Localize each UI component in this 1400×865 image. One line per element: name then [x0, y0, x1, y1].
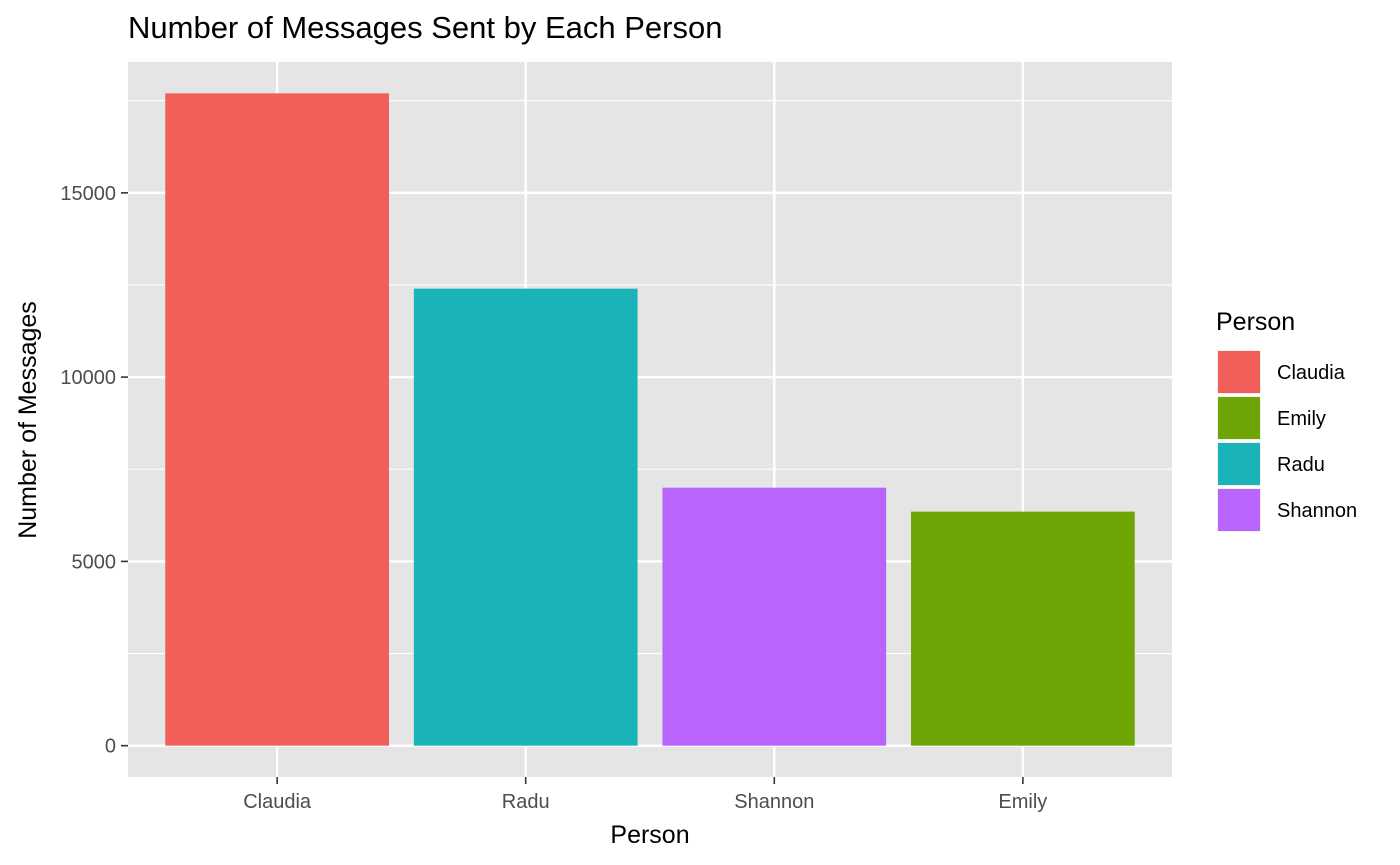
legend-item-radu: Radu [1217, 442, 1325, 486]
legend-title: Person [1216, 308, 1295, 336]
y-tick-label: 10000 [60, 367, 116, 389]
legend-item-emily: Emily [1217, 396, 1326, 440]
bar-emily [911, 511, 1135, 746]
legend-item-shannon: Shannon [1217, 488, 1357, 532]
y-tick-label: 0 [105, 736, 116, 758]
x-tick-label: Radu [502, 791, 550, 813]
y-tick-label: 5000 [72, 551, 117, 573]
chart-title: Number of Messages Sent by Each Person [128, 10, 722, 45]
legend-swatch [1218, 351, 1260, 393]
x-axis-title: Person [610, 821, 689, 849]
y-axis-title: Number of Messages [14, 301, 42, 539]
legend-items: Claudia Emily Radu Shannon [1217, 350, 1357, 532]
legend-item-claudia: Claudia [1217, 350, 1346, 394]
legend-swatch [1218, 397, 1260, 439]
x-axis: Claudia Radu Shannon Emily [243, 777, 1047, 813]
legend-label: Claudia [1277, 362, 1346, 384]
x-tick-label: Shannon [734, 791, 814, 813]
legend-label: Emily [1277, 408, 1326, 430]
bar-shannon [662, 487, 887, 746]
bar-radu [413, 288, 638, 746]
y-axis: 0 5000 10000 15000 [60, 183, 128, 758]
legend-label: Shannon [1277, 500, 1357, 522]
x-tick-label: Claudia [243, 791, 312, 813]
bar-claudia [165, 93, 389, 746]
bars-group [165, 93, 1135, 746]
legend-swatch [1218, 443, 1260, 485]
legend-label: Radu [1277, 454, 1325, 476]
legend-swatch [1218, 489, 1260, 531]
y-tick-label: 15000 [60, 183, 116, 205]
legend: Person Claudia Emily Radu Shannon [1216, 308, 1357, 532]
x-tick-label: Emily [998, 791, 1047, 813]
